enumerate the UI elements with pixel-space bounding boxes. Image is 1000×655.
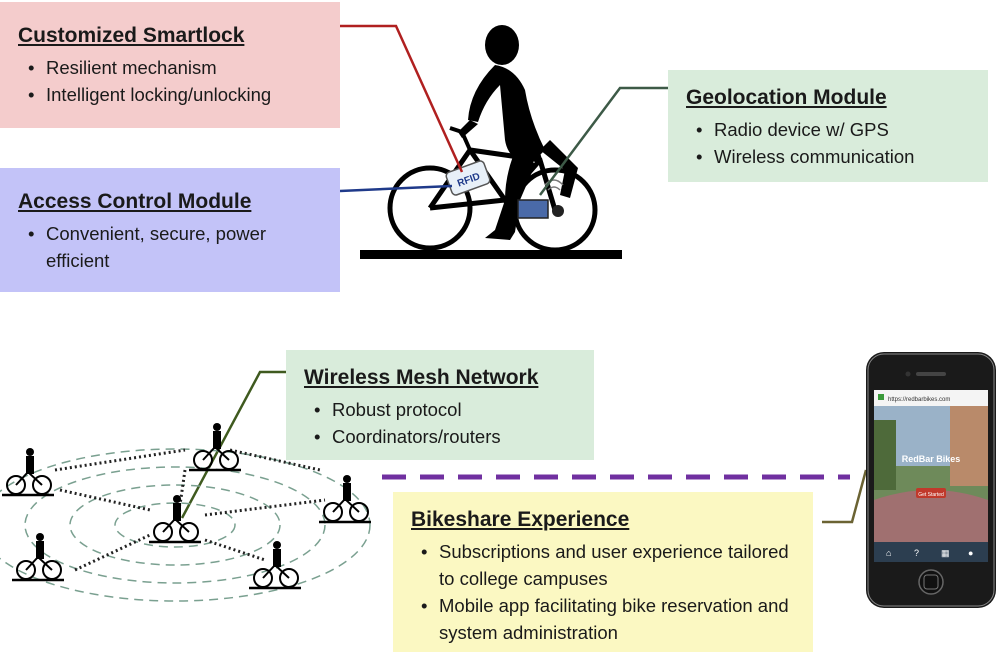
phone-url: https://redbarbikes.com (888, 397, 950, 403)
list-item: Convenient, secure, power efficient (28, 220, 322, 274)
smartlock-title: Customized Smartlock (18, 24, 245, 47)
rfid-tag-icon: RFID (445, 160, 491, 196)
geo-title: Geolocation Module (686, 86, 887, 109)
smartphone: https://redbarbikes.com RedBar Bikes Get… (866, 352, 996, 608)
access-title: Access Control Module (18, 190, 252, 213)
access-control-box: Access Control Module Convenient, secure… (0, 168, 340, 292)
phone-app-title: RedBar Bikes (902, 454, 961, 464)
access-list: Convenient, secure, power efficient (18, 220, 322, 274)
geo-list: Radio device w/ GPS Wireless communicati… (686, 116, 970, 170)
mesh-network-box: Wireless Mesh Network Robust protocol Co… (286, 350, 594, 460)
mesh-list: Robust protocol Coordinators/routers (304, 396, 576, 450)
smartlock-list: Resilient mechanism Intelligent locking/… (18, 54, 322, 108)
smartlock-connector (340, 24, 464, 173)
map-icon[interactable]: ▦ (941, 548, 950, 558)
mesh-links (54, 448, 326, 572)
list-item: Robust protocol (314, 396, 576, 423)
mesh-title: Wireless Mesh Network (304, 366, 539, 389)
list-item: Resilient mechanism (28, 54, 322, 81)
access-connector (339, 184, 453, 193)
mesh-connector (180, 370, 286, 519)
mesh-cyclists (2, 423, 371, 590)
home-button[interactable] (918, 569, 944, 595)
gps-device-icon (517, 179, 564, 219)
home-icon[interactable]: ⌂ (886, 548, 891, 558)
list-item: Intelligent locking/unlocking (28, 81, 322, 108)
list-item: Subscriptions and user experience tailor… (421, 538, 795, 592)
bikeshare-connector (822, 469, 868, 524)
main-rider-icon (458, 25, 578, 240)
help-icon[interactable]: ? (914, 548, 919, 558)
bikeshare-title: Bikeshare Experience (411, 508, 630, 531)
list-item: Radio device w/ GPS (696, 116, 970, 143)
phone-get-started-button[interactable] (916, 488, 946, 498)
list-item: Wireless communication (696, 143, 970, 170)
geolocation-box: Geolocation Module Radio device w/ GPS W… (668, 70, 988, 182)
bikeshare-box: Bikeshare Experience Subscriptions and u… (393, 492, 813, 652)
list-item: Mobile app facilitating bike reservation… (421, 592, 795, 646)
phone-button-label: Get Started (918, 492, 944, 498)
geo-connector (538, 86, 668, 196)
list-item: Coordinators/routers (314, 423, 576, 450)
user-icon[interactable]: ● (968, 548, 973, 558)
smartlock-box: Customized Smartlock Resilient mechanism… (0, 2, 340, 128)
ground-bar (360, 250, 622, 259)
bikeshare-list: Subscriptions and user experience tailor… (411, 538, 795, 646)
